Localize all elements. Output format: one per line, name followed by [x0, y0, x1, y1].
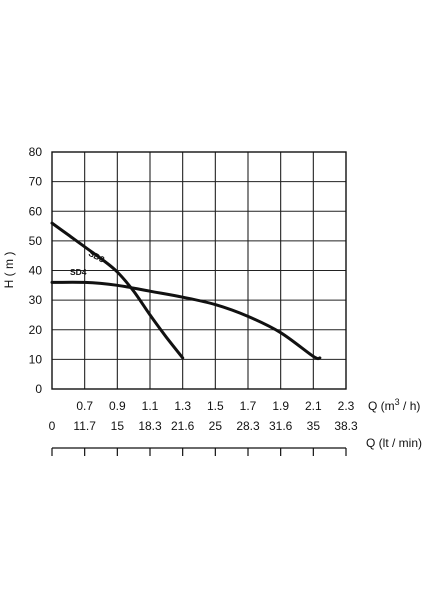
x-tick-label-m3h: 1.9	[272, 399, 289, 413]
x-tick-label-ltmin: 31.6	[269, 419, 293, 433]
y-tick-label: 50	[29, 234, 43, 248]
series-label-sd4: SD4	[70, 267, 87, 277]
y-axis-label: H ( m )	[2, 252, 16, 289]
y-tick-label: 0	[35, 382, 42, 396]
labels: 0 10 20 30 40 50 60 70 80 H ( m ) 0.7 0.9 1.1 1.3 1.5 1…	[2, 145, 420, 413]
x-tick-label-ltmin: 35	[307, 419, 321, 433]
x-tick-label-m3h: 1.7	[240, 399, 257, 413]
curves	[50, 221, 322, 361]
x-axis-label-ltmin: Q (lt / min)	[366, 436, 422, 450]
y-tick-label: 80	[29, 145, 43, 159]
x-tick-label-m3h: 1.3	[174, 399, 191, 413]
secondary-axis: 0 11.7 15 18.3 21.6 25 28.3 31.6 35 38.3 Q (lt / m…	[49, 419, 422, 456]
x-tick-label-m3h: 0.9	[109, 399, 126, 413]
x-tick-label-m3h: 2.3	[338, 399, 355, 413]
x-tick-label-m3h: 1.5	[207, 399, 224, 413]
x-tick-label-m3h: 2.1	[305, 399, 322, 413]
x-tick-label-ltmin: 15	[111, 419, 125, 433]
x-tick-label-ltmin: 21.6	[171, 419, 195, 433]
x-tick-label-ltmin: 25	[209, 419, 223, 433]
y-tick-label: 60	[29, 204, 43, 218]
x-tick-label-m3h: 0.7	[76, 399, 93, 413]
x-tick-label-ltmin: 18.3	[138, 419, 162, 433]
plot-border	[51, 151, 347, 390]
y-tick-label: 70	[29, 175, 43, 189]
x-tick-label-ltmin: 38.3	[334, 419, 358, 433]
y-tick-label: 20	[29, 323, 43, 337]
y-tick-label: 40	[29, 264, 43, 278]
x-tick-label-ltmin: 28.3	[236, 419, 260, 433]
x-tick-label-ltmin: 11.7	[73, 419, 96, 433]
series-line-sd4	[50, 280, 322, 361]
x-tick-label-ltmin: 0	[49, 419, 56, 433]
plot-frame	[51, 151, 347, 390]
y-tick-label: 30	[29, 293, 43, 307]
grid	[52, 152, 346, 389]
x-tick-label-m3h: 1.1	[142, 399, 159, 413]
series-line-sd3	[50, 221, 185, 360]
x-axis-label-m3h: Q (m3 / h)	[368, 397, 420, 413]
y-tick-label: 10	[29, 352, 43, 366]
